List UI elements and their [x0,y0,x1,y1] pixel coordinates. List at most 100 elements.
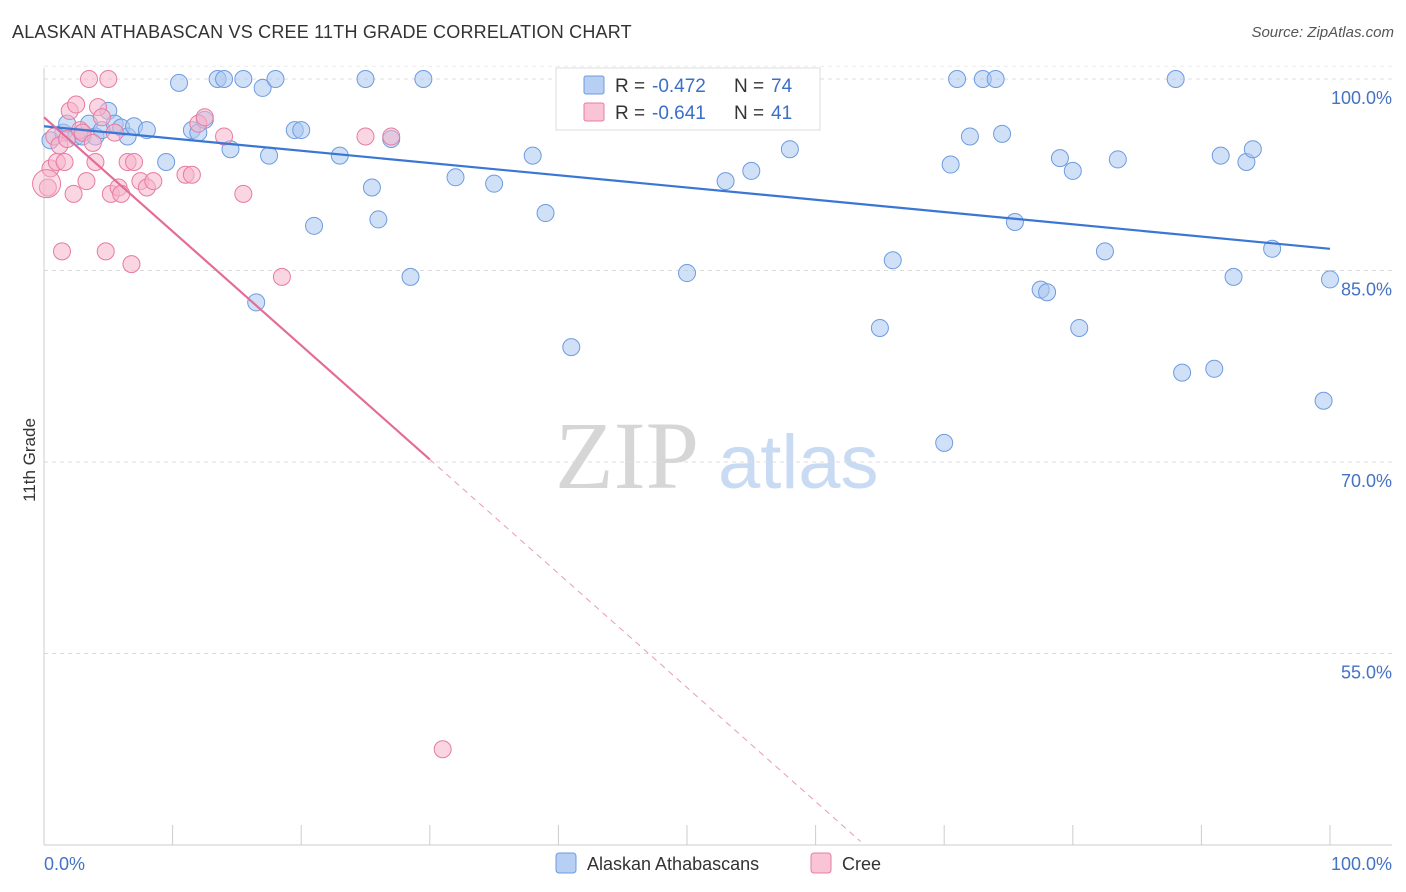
athabascan-point [678,264,696,283]
athabascan-point [536,204,555,223]
athabascan-point [305,216,324,235]
athabascan-point [170,73,189,92]
athabascan-point [157,152,176,171]
legend-r-value-1: -0.472 [652,76,706,97]
cree-point [53,242,72,261]
athabascan-point [253,78,272,97]
cree-point [182,165,201,184]
legend-r-label-1: R = [615,76,645,97]
cree-point [144,172,163,191]
athabascan-point [1108,150,1127,169]
athabascan-point [986,70,1005,88]
watermark-zip: ZIP [555,402,699,509]
cree-point [92,108,111,127]
athabascan-point [266,70,285,88]
cree-point [64,184,83,203]
athabascan-point [941,155,960,174]
cree-point [112,184,131,203]
legend-r-value-2: -0.641 [652,103,706,124]
athabascan-point [215,70,234,88]
athabascan-point [716,172,735,191]
athabascan-point [1005,212,1024,231]
cree-point [122,255,141,274]
athabascan-point [993,124,1012,143]
legend-n-value-2: 41 [771,103,792,124]
athabascan-point [1050,149,1069,168]
athabascan-point [260,146,279,165]
athabascan-point [369,210,388,229]
cree-point [433,740,452,759]
legend-n-value-1: 74 [771,76,793,97]
grid-lines: 55.0% 70.0% 85.0% 100.0% [44,65,1392,683]
cree-point [83,133,102,152]
cree-point [125,152,144,171]
cree-point [80,70,99,88]
cree-point [215,127,234,146]
legend-n-label-2: N = [734,103,764,124]
bottom-legend-label-cree: Cree [842,854,881,874]
athabascan-point [1314,391,1333,410]
athabascan-point [356,70,375,88]
athabascan-point [137,121,156,140]
athabascan-point [935,433,954,452]
trend-lines [43,116,1331,842]
athabascan-point [1224,267,1243,286]
y-tick-label: 100.0% [1331,88,1392,108]
y-tick-label: 70.0% [1341,471,1392,491]
athabascan-point [780,140,799,159]
athabascan-point [485,174,504,193]
athabascan-point [1166,70,1185,88]
athabascan-point [414,70,433,88]
legend-swatch-athabascan [583,75,605,95]
athabascan-point [1063,161,1082,180]
athabascan-point [1205,359,1224,378]
cree-point [38,178,57,197]
athabascan-point [883,251,902,270]
athabascan-point [234,70,253,88]
cree-point [382,127,401,146]
data-points [32,70,1339,759]
cree-point [55,152,74,171]
cree-point [356,127,375,146]
cree-trend-line [43,116,431,461]
y-axis-label: 11th Grade [20,418,39,502]
athabascan-point [960,127,979,146]
athabascan-point [1243,140,1262,159]
cree-point [96,242,115,261]
bottom-legend-swatch-cree [810,852,832,874]
y-tick-label: 85.0% [1341,280,1392,300]
athabascan-point [870,318,889,337]
chart-source: Source: ZipAtlas.com [1251,24,1394,41]
cree-point [195,108,214,127]
legend-n-label-1: N = [734,76,764,97]
cree-point [77,172,96,191]
y-tick-label: 55.0% [1341,663,1392,683]
cree-point [234,184,253,203]
bottom-legend-label-athabascan: Alaskan Athabascans [587,854,759,874]
cree-trend-extension [429,459,861,842]
cree-point [32,169,62,199]
athabascan-point [948,70,967,88]
athabascan-point [401,267,420,286]
x-tick-label-min: 0.0% [44,854,85,874]
athabascan-point [446,168,465,187]
bottom-legend: Alaskan Athabascans Cree [555,852,881,874]
legend-r-label-2: R = [615,103,645,124]
x-tick-label-max: 100.0% [1331,854,1392,874]
athabascan-point [1070,318,1089,337]
athabascan-point [1038,283,1057,302]
athabascan-point [362,178,381,197]
legend-box: R = -0.472 N = 74 R = -0.641 N = 41 [555,67,821,131]
athabascan-point [1173,363,1192,382]
cree-point [67,95,86,114]
cree-point [272,267,291,286]
legend-swatch-cree [583,102,605,122]
athabascan-point [742,161,761,180]
bottom-legend-swatch-athabascan [555,852,577,874]
athabascan-point [1095,242,1114,261]
cree-point [99,70,118,88]
athabascan-point [1211,146,1230,165]
athabascan-point [1321,270,1339,289]
athabascan-point [292,121,311,140]
